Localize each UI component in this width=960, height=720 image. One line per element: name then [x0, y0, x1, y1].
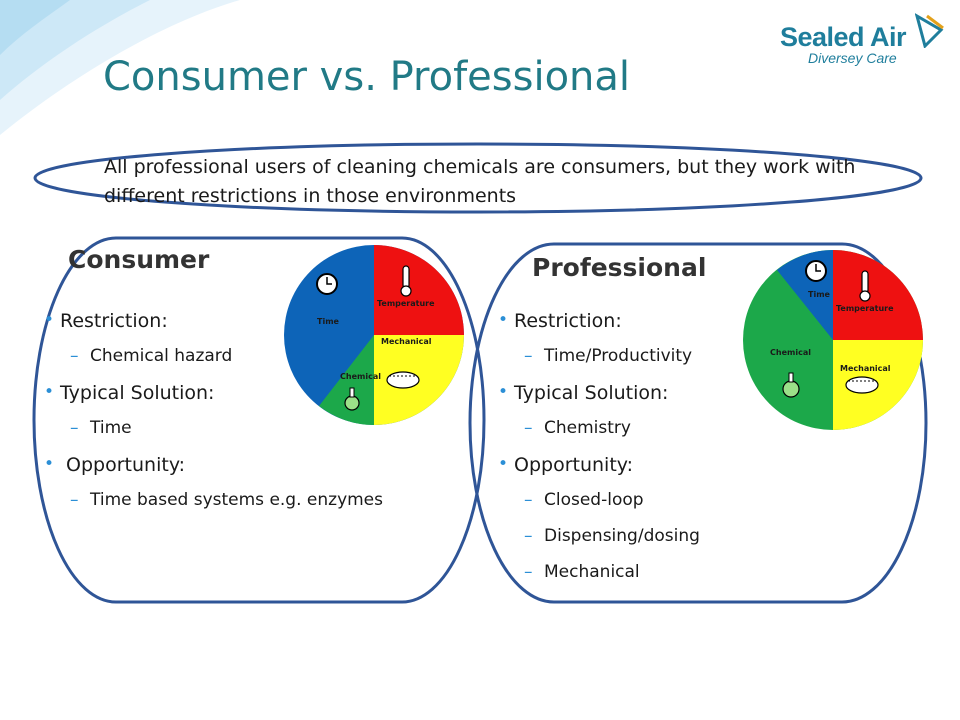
intro-text: All professional users of cleaning chemi… — [104, 156, 856, 207]
logo-swoosh-icon — [915, 13, 944, 48]
list-item: Closed-loop — [498, 490, 700, 526]
pie-label-time: Time — [808, 290, 831, 299]
list-item: Time based systems e.g. enzymes — [44, 490, 383, 526]
professional-frame — [468, 242, 928, 604]
list-item: Chemistry — [498, 418, 700, 454]
thermometer-icon — [400, 265, 412, 297]
logo-subtitle: Diversey Care — [808, 50, 897, 66]
thermometer-icon — [859, 270, 871, 302]
decorative-swoosh — [0, 0, 240, 135]
flask-icon — [782, 372, 800, 398]
flask-icon — [344, 387, 360, 411]
list-item: Typical Solution: — [498, 382, 700, 418]
clock-icon — [316, 273, 338, 295]
pie-label-chemical: Chemical — [340, 372, 381, 381]
list-item: Dispensing/dosing — [498, 526, 700, 562]
professional-list: Restriction: Time/Productivity Typical S… — [498, 310, 700, 598]
consumer-list: Restriction: Chemical hazard Typical Sol… — [44, 310, 383, 526]
temperature-slice — [374, 245, 464, 335]
page-title: Consumer vs. Professional — [103, 54, 631, 100]
list-item: Opportunity: — [44, 454, 383, 490]
consumer-pie-chart: Time Temperature Mechanical Chemical — [284, 245, 464, 425]
chemical-slice — [319, 335, 374, 425]
consumer-heading: Consumer — [68, 245, 210, 274]
list-item: Restriction: — [498, 310, 700, 346]
list-item: Opportunity: — [498, 454, 700, 490]
professional-heading: Professional — [532, 253, 707, 282]
temperature-slice — [833, 250, 923, 340]
pie-label-time: Time — [317, 317, 340, 326]
clock-icon — [805, 260, 827, 282]
pie-label-chemical: Chemical — [770, 348, 811, 357]
pie-label-temperature: Temperature — [836, 304, 894, 313]
logo-wordmark: Sealed Air — [780, 22, 907, 52]
professional-pie-chart: Time Temperature Mechanical Chemical — [743, 250, 923, 430]
list-item: Mechanical — [498, 562, 700, 598]
pie-label-mechanical: Mechanical — [381, 337, 432, 346]
scrub-brush-icon — [845, 376, 879, 394]
consumer-frame — [32, 236, 486, 604]
pie-label-mechanical: Mechanical — [840, 364, 891, 373]
list-item: Time/Productivity — [498, 346, 700, 382]
list-item: Typical Solution: — [44, 382, 383, 418]
list-item: Time — [44, 418, 383, 454]
list-item: Chemical hazard — [44, 346, 383, 382]
intro-ellipse — [33, 142, 923, 214]
scrub-brush-icon — [386, 371, 420, 389]
pie-label-temperature: Temperature — [377, 299, 435, 308]
list-item: Restriction: — [44, 310, 383, 346]
